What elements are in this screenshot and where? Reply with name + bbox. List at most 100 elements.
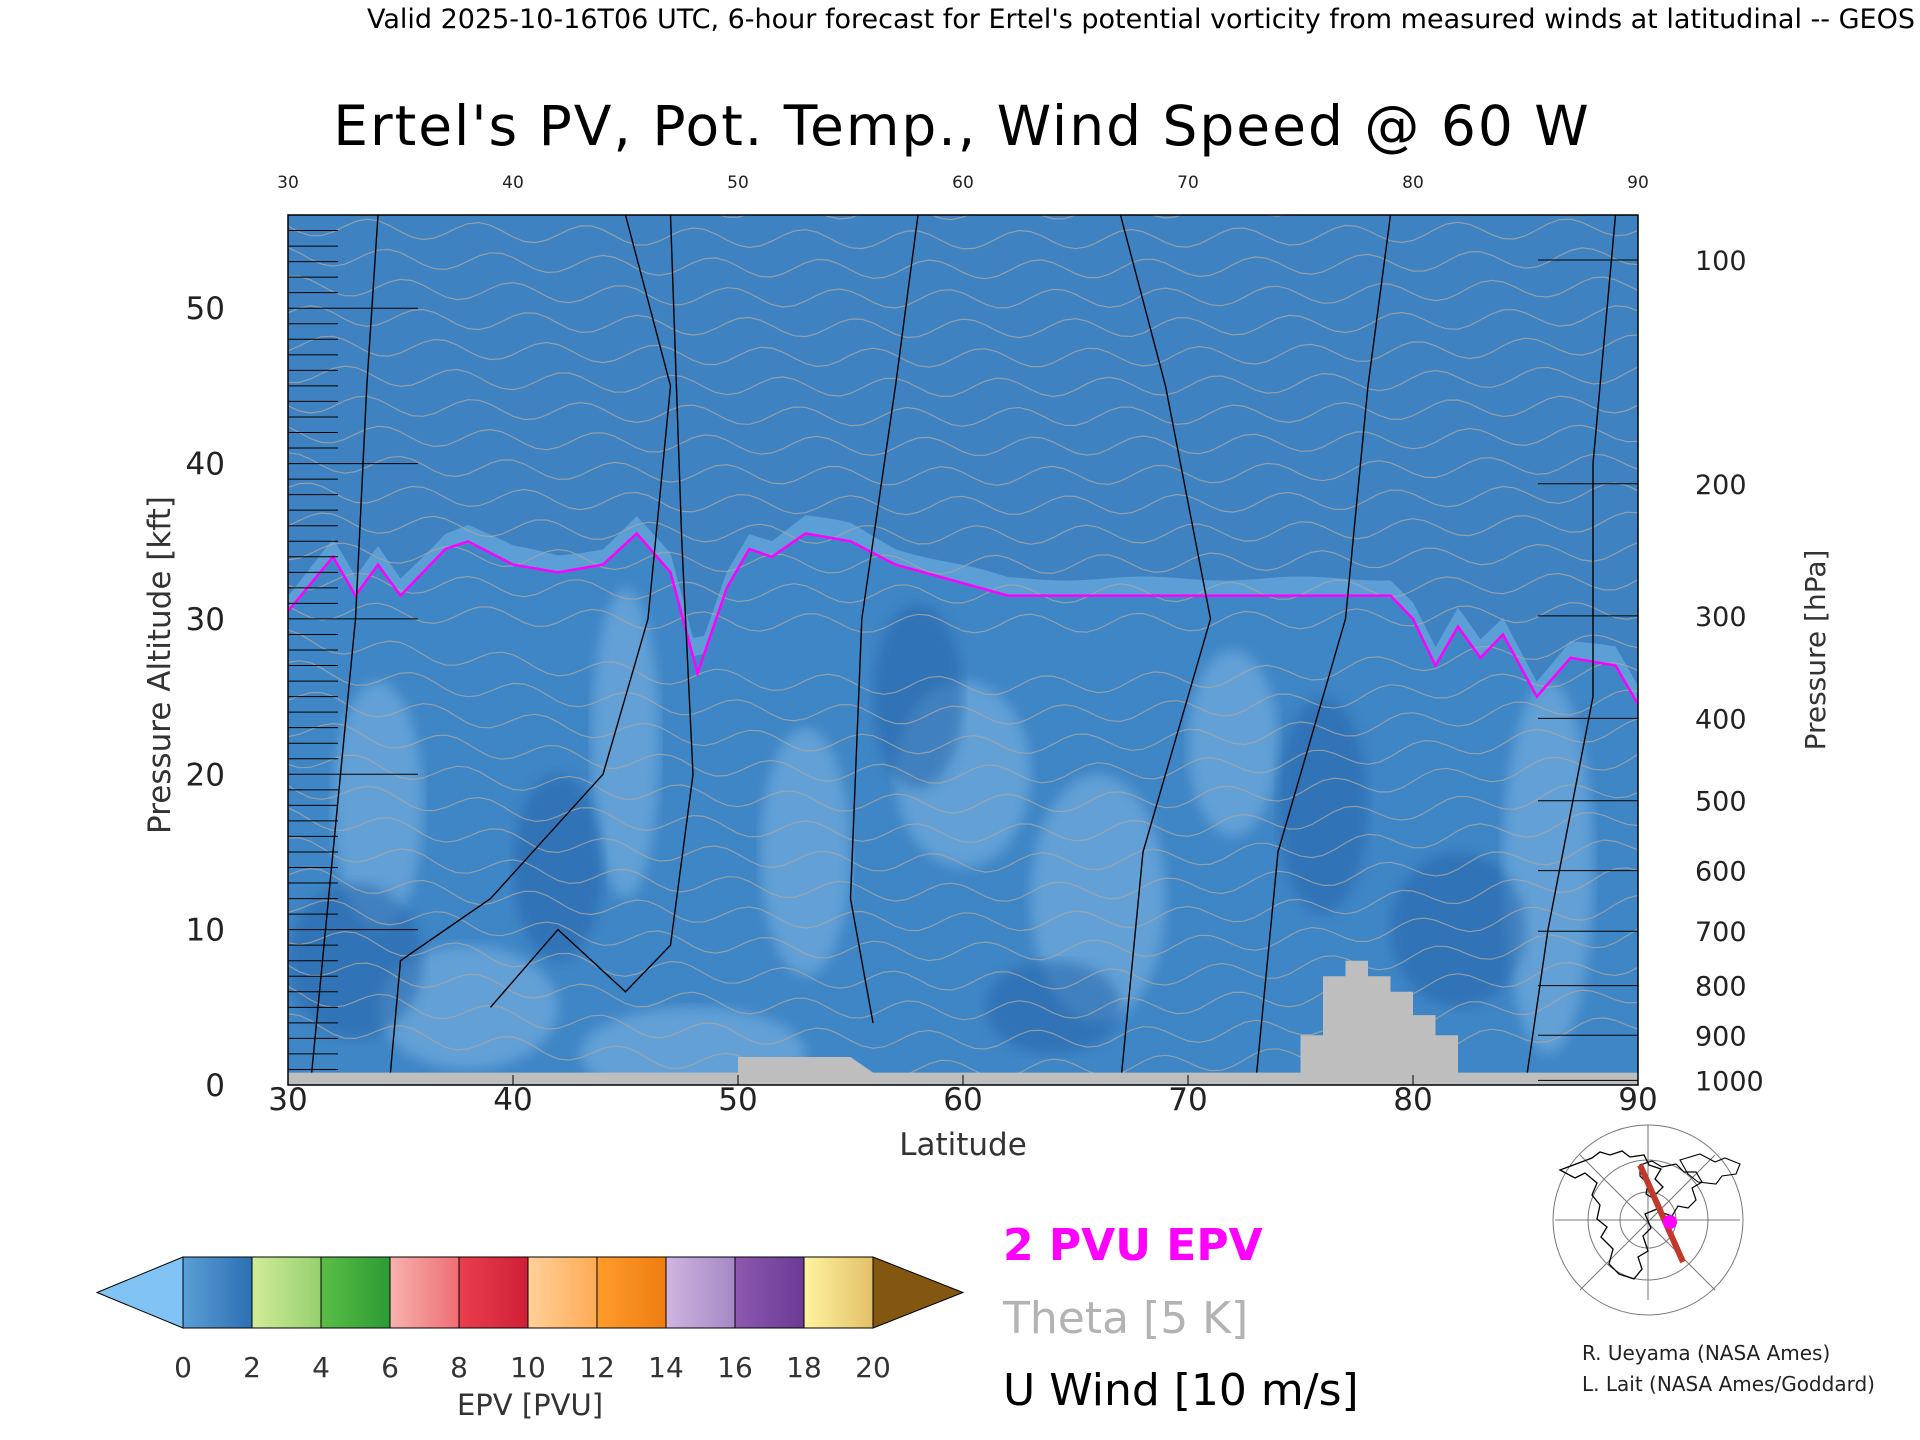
x-top-tick-label: 70 (1177, 173, 1199, 193)
theta-contour (288, 601, 1638, 634)
x-top-tick-label: 80 (1402, 173, 1424, 193)
theta-contour (288, 218, 1638, 250)
theta-contours (288, 215, 1638, 1080)
pressure-tick-label: 200 (1695, 470, 1747, 501)
colorbar-tick-label: 12 (579, 1351, 615, 1384)
light-epv-patch (1503, 681, 1593, 1054)
x-tick-label: 60 (943, 1082, 982, 1118)
theta-contour (288, 837, 1638, 902)
colorbar (95, 1256, 965, 1329)
dark-epv-patch (985, 960, 1121, 1054)
location-marker (1663, 1215, 1677, 1229)
theta-contour (288, 334, 1638, 368)
colorbar-over-arrow (872, 1256, 965, 1329)
legend-u-wind: U Wind [10 m/s] (1003, 1365, 1359, 1416)
theta-contour (288, 894, 1638, 962)
colorbar-tick-label: 10 (510, 1351, 546, 1384)
dark-epv-patch (1278, 696, 1368, 914)
x-top-tick-label: 50 (727, 173, 749, 193)
light-epv-patch (760, 727, 851, 976)
colorbar-bin (596, 1256, 667, 1329)
epv-band-shade (288, 215, 1638, 686)
x-tick-label: 40 (493, 1082, 532, 1118)
x-tick-label: 80 (1393, 1082, 1432, 1118)
u-wind-contour (1119, 215, 1212, 1085)
x-top-tick-label: 40 (502, 173, 524, 193)
credit-line-2: L. Lait (NASA Ames/Goddard) (1582, 1372, 1875, 1396)
pressure-tick-label: 900 (1695, 1021, 1747, 1052)
colorbar-bin (527, 1256, 598, 1329)
pressure-tick-label: 700 (1695, 917, 1747, 948)
x-tick-label: 30 (268, 1082, 307, 1118)
x-axis-tick-labels: 30 40 50 60 70 80 90 (268, 1082, 1657, 1118)
theta-contour (288, 753, 1638, 814)
y-tick-label: 20 (186, 757, 225, 793)
legend-theta: Theta [5 K] (1002, 1293, 1248, 1344)
colorbar-tick-label: 4 (312, 1351, 330, 1384)
theta-contour (288, 511, 1638, 545)
plot-area (288, 215, 1638, 1085)
pressure-tick-label: 100 (1695, 246, 1747, 277)
colorbar-under-arrow (95, 1256, 184, 1329)
y-tick-label: 0 (205, 1068, 225, 1104)
theta-contour (288, 305, 1638, 339)
valid-time-header: Valid 2025-10-16T06 UTC, 6-hour forecast… (367, 4, 1915, 35)
colorbar-bin (182, 1256, 253, 1329)
colorbar-tick-label: 8 (450, 1351, 468, 1384)
colorbar-tick-label: 14 (648, 1351, 684, 1384)
theta-contour (288, 928, 1638, 991)
colorbar-tick-label: 2 (243, 1351, 261, 1384)
dark-epv-patch (288, 883, 423, 1039)
y-axis-label-left: Pressure Altitude [kft] (142, 496, 178, 834)
colorbar-tick-label: 0 (174, 1351, 192, 1384)
colorbar-tick-label: 6 (381, 1351, 399, 1384)
u-wind-contour (1254, 215, 1392, 1085)
theta-contour (288, 541, 1638, 575)
y-axis-label-right: Pressure [hPa] (1799, 550, 1832, 751)
x-tick-label: 70 (1168, 1082, 1207, 1118)
colorbar-tick-label: 20 (855, 1351, 891, 1384)
theta-contour (288, 365, 1638, 398)
u-wind-contour (388, 215, 672, 1085)
theta-contour (288, 482, 1638, 516)
tropopause-2pvu-line (288, 531, 1638, 706)
epv-color-field (288, 215, 1638, 1085)
pressure-tick-label: 1000 (1695, 1066, 1764, 1097)
locator-map (1542, 1124, 1744, 1316)
colorbar-bin (320, 1256, 391, 1329)
colorbar-bin (251, 1256, 322, 1329)
colorbar-bin (803, 1256, 874, 1329)
theta-contour (617, 215, 1285, 221)
colorbar-tick-labels: 0 2 4 6 8 10 12 14 16 18 20 (174, 1351, 891, 1384)
legend-2pvu: 2 PVU EPV (1003, 1220, 1263, 1271)
theta-contour (288, 395, 1638, 427)
colorbar-bin (734, 1256, 805, 1329)
theta-contour (288, 718, 1638, 784)
cross-section-line (1637, 1163, 1686, 1264)
theta-contour (288, 867, 1638, 932)
pressure-tick-label: 600 (1695, 857, 1747, 888)
u-wind-contour (489, 215, 694, 1008)
theta-contour (288, 572, 1638, 604)
theta-contour (288, 452, 1638, 486)
x-top-tick-label: 90 (1627, 173, 1649, 193)
colorbar-tick-label: 18 (786, 1351, 822, 1384)
pressure-tick-label: 300 (1695, 602, 1747, 633)
x-tick-label: 50 (718, 1082, 757, 1118)
x-axis-top-tick-labels: 30 40 50 60 70 80 90 (277, 173, 1649, 193)
colorbar-bin (665, 1256, 736, 1329)
light-epv-patch (591, 588, 660, 899)
colorbar-label: EPV [PVU] (457, 1388, 603, 1422)
u-wind-contour (849, 215, 919, 1024)
theta-contour (288, 247, 1638, 280)
pressure-tick-label: 400 (1695, 704, 1747, 735)
x-top-tick-label: 30 (277, 173, 299, 193)
x-top-tick-label: 60 (952, 173, 974, 193)
theta-contour (288, 424, 1638, 457)
theta-contour (288, 660, 1638, 725)
theta-contour (288, 275, 1638, 309)
chart-title: Ertel's PV, Pot. Temp., Wind Speed @ 60 … (333, 94, 1590, 158)
u-wind-contours (309, 215, 1617, 1085)
theta-contour (288, 807, 1638, 873)
